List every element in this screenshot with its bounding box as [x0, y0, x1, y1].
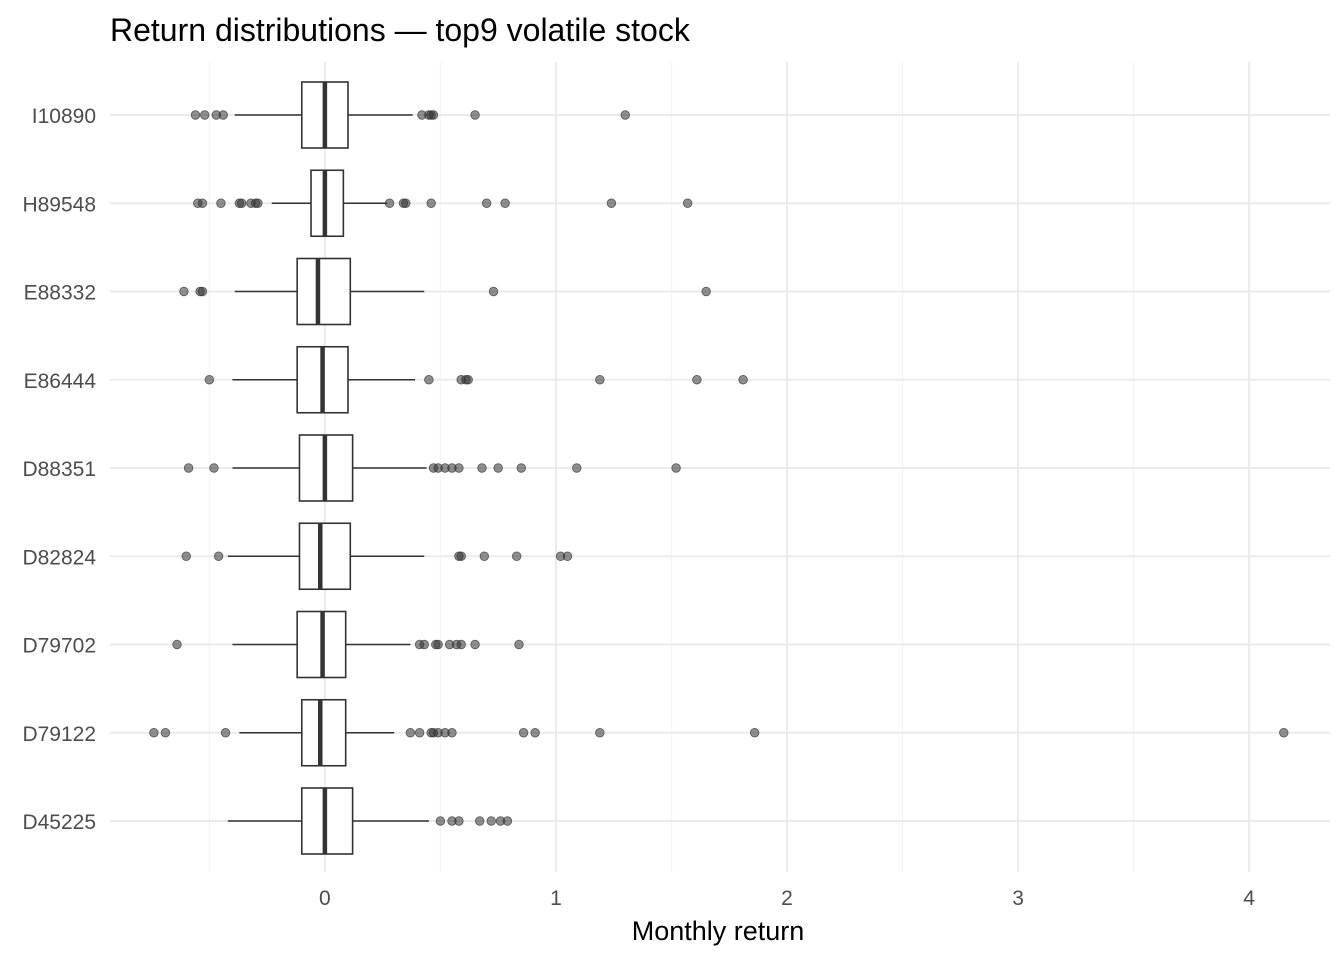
box-iqr — [300, 787, 354, 855]
outlier-point — [149, 728, 159, 738]
outlier-point — [477, 463, 487, 473]
outlier-point — [595, 728, 605, 738]
outlier-point — [237, 198, 247, 208]
boxplot-E86444 — [204, 345, 748, 414]
box-iqr — [310, 169, 345, 238]
outlier-point — [514, 639, 524, 650]
outlier-point — [692, 375, 702, 385]
outlier-point — [419, 639, 429, 650]
outlier-point — [1279, 728, 1289, 738]
outlier-point — [384, 198, 395, 208]
outlier-point — [433, 639, 443, 650]
outlier-point — [479, 551, 490, 561]
chart-title: Return distributions — top9 volatile sto… — [110, 12, 691, 48]
outlier-point — [218, 110, 228, 120]
outlier-point — [516, 463, 526, 473]
outlier-point — [213, 551, 224, 561]
y-tick-label: D82824 — [22, 546, 96, 569]
x-axis-label: Monthly return — [632, 916, 805, 946]
outlier-point — [454, 816, 464, 826]
outlier-point — [456, 551, 466, 561]
outlier-point — [197, 286, 208, 297]
outlier-point — [500, 198, 510, 208]
outlier-point — [620, 110, 630, 120]
y-tick-label: I10890 — [32, 105, 96, 128]
outlier-point — [190, 110, 201, 120]
outlier-point — [181, 551, 191, 561]
boxplot-I10890 — [190, 81, 630, 149]
outlier-point — [179, 286, 189, 297]
outlier-point — [572, 463, 582, 473]
outlier-point — [671, 463, 681, 473]
box-iqr — [298, 522, 352, 591]
y-tick-label: D45225 — [22, 811, 96, 834]
x-tick-label: 0 — [319, 887, 331, 910]
outlier-point — [463, 375, 473, 385]
outlier-point — [701, 286, 711, 297]
box-iqr — [300, 698, 347, 767]
boxplot-D45225 — [227, 787, 513, 855]
y-tick-label: E86444 — [24, 370, 97, 393]
outlier-point — [474, 816, 485, 826]
outlier-point — [488, 286, 499, 297]
outlier-point — [502, 816, 513, 826]
x-tick-label: 1 — [550, 887, 562, 910]
box-iqr — [296, 257, 352, 326]
boxplot-E88332 — [179, 257, 711, 326]
box-layer — [149, 81, 1289, 855]
x-tick-label: 3 — [1012, 887, 1024, 910]
outlier-point — [428, 110, 439, 120]
outlier-point — [209, 463, 219, 473]
outlier-point — [447, 728, 457, 738]
outlier-point — [160, 728, 171, 738]
outlier-point — [749, 728, 760, 738]
boxplot-D79122 — [149, 698, 1289, 767]
y-tick-label: E88332 — [24, 282, 96, 305]
y-tick-label: D88351 — [22, 458, 96, 481]
outlier-point — [470, 639, 480, 650]
outlier-point — [456, 639, 466, 650]
outlier-point — [511, 551, 522, 561]
outlier-point — [220, 728, 231, 738]
outlier-point — [426, 198, 436, 208]
outlier-point — [470, 110, 480, 120]
x-tick-labels: 0 1 2 3 4 — [319, 887, 1255, 910]
outlier-point — [197, 198, 208, 208]
outlier-point — [414, 728, 425, 738]
x-tick-label: 4 — [1243, 887, 1255, 910]
outlier-point — [200, 110, 210, 120]
outlier-point — [562, 551, 573, 561]
outlier-point — [486, 816, 496, 826]
outlier-point — [204, 375, 215, 385]
boxplot-D88351 — [183, 434, 681, 502]
outlier-point — [595, 375, 605, 385]
outlier-point — [530, 728, 540, 738]
outlier-point — [454, 463, 464, 473]
outlier-point — [493, 463, 503, 473]
y-tick-labels: I10890 H89548 E88332 E86444 D88351 D82824 D797… — [22, 105, 96, 834]
outlier-point — [738, 375, 748, 385]
outlier-point — [424, 375, 434, 385]
outlier-point — [183, 463, 194, 473]
outlier-point — [172, 639, 182, 650]
outlier-point — [435, 816, 446, 826]
outlier-point — [606, 198, 617, 208]
x-tick-label: 2 — [781, 887, 793, 910]
outlier-point — [253, 198, 263, 208]
boxplot-H89548 — [193, 169, 693, 238]
y-tick-label: H89548 — [22, 193, 96, 216]
y-tick-label: D79702 — [22, 635, 96, 658]
boxplot-D82824 — [181, 522, 573, 591]
outlier-point — [216, 198, 226, 208]
y-tick-label: D79122 — [22, 723, 96, 746]
outlier-point — [481, 198, 492, 208]
grid-layer — [110, 62, 1330, 872]
outlier-point — [518, 728, 529, 738]
outlier-point — [401, 198, 411, 208]
boxplot-D79702 — [172, 610, 524, 679]
outlier-point — [682, 198, 693, 208]
outlier-point — [405, 728, 416, 738]
